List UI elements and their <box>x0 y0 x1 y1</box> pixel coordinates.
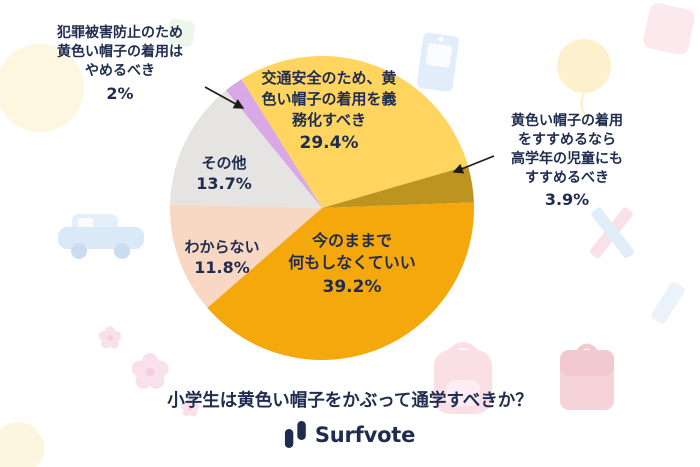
pie-slices <box>169 56 475 361</box>
slice-label-text: 今のままで 何もしなくていい <box>288 231 416 272</box>
slice-label-recommend-upper-grades: 黄色い帽子の着用 をすすめるなら 高学年の児童にも すすめるべき 3.9% <box>511 112 623 209</box>
chart-title: 小学生は黄色い帽子をかぶって通学すべきか？ <box>167 391 533 411</box>
stick-decoration <box>651 282 685 324</box>
square-decoration <box>643 3 695 55</box>
slice-label-crime-prevention: 犯罪被害防止のため 黄色い帽子の着用は やめるべき 2% <box>57 24 183 103</box>
balloon-icon <box>557 39 611 118</box>
slice-label-traffic-safety: 交通安全のため、黄 色い帽子の着用を義 務化すべき 29.4% <box>261 68 396 154</box>
slice-label-text: その他 <box>201 154 247 172</box>
slice-percent: 11.8% <box>194 258 250 277</box>
slice-percent: 3.9% <box>544 190 590 209</box>
circle-decoration <box>0 44 84 132</box>
pie-slice-2 <box>207 202 475 361</box>
slice-percent: 2% <box>106 84 134 103</box>
slice-label-text: 交通安全のため、黄 色い帽子の着用を義 務化すべき <box>261 69 397 129</box>
pie-slice-0 <box>241 56 468 208</box>
pointer-arrows <box>204 86 495 174</box>
slice-label-other: その他 13.7% <box>196 153 252 194</box>
brand-name: Surfvote <box>314 422 416 447</box>
slice-label-text: 犯罪被害防止のため 黄色い帽子の着用は やめるべき <box>57 25 183 79</box>
arrow-to-highgrade-slice <box>452 155 495 174</box>
pie-slice-3 <box>169 204 322 308</box>
slice-label-dont-know: わからない 11.8% <box>184 237 259 278</box>
satchel-icon <box>560 343 614 410</box>
slice-label-text: わからない <box>184 238 260 256</box>
surfvote-logo-icon <box>284 421 306 448</box>
name-badge-icon <box>416 32 459 92</box>
slice-percent: 13.7% <box>196 174 252 193</box>
slice-percent: 29.4% <box>299 133 359 153</box>
pie-slice-4 <box>170 90 322 208</box>
slice-label-text: 黄色い帽子の着用 をすすめるなら 高学年の児童にも すすめるべき <box>511 113 623 186</box>
backpack-icon <box>434 342 492 414</box>
pie-slice-1 <box>322 165 474 208</box>
slice-label-keep-as-is: 今のままで 何もしなくていい 39.2% <box>288 230 416 298</box>
slice-percent: 39.2% <box>322 277 382 297</box>
pencil-icon <box>590 207 634 259</box>
pie-slice-5 <box>225 79 322 208</box>
car-icon <box>58 214 144 259</box>
square-decoration <box>167 19 195 47</box>
circle-decoration <box>0 422 44 467</box>
brand-footer: Surfvote <box>284 421 416 448</box>
arrow-to-crime-slice <box>204 86 245 109</box>
